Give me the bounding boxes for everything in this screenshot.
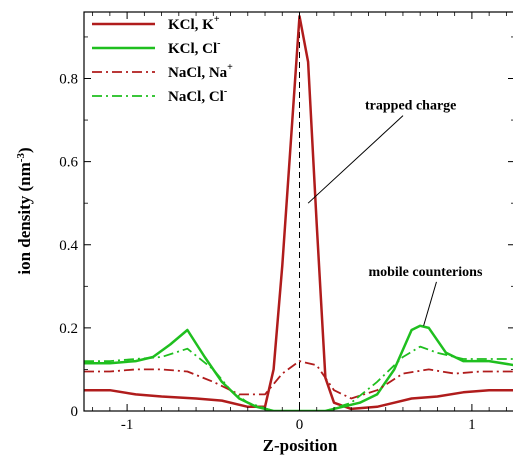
legend-label-sup: + <box>214 14 220 25</box>
y-tick-label: 0.6 <box>59 155 78 171</box>
legend-label-name: NaCl, Na <box>168 65 228 81</box>
y-tick-label: 0 <box>71 404 79 420</box>
annotations: trapped charge mobile counterions <box>307 99 483 326</box>
y-tick-label: 0.2 <box>59 321 78 337</box>
legend-label-4: NaCl, Cl- <box>168 86 227 105</box>
legend-label-name: KCl, Cl <box>168 41 217 57</box>
plot-area <box>84 12 513 411</box>
legend-label-1: KCl, K+ <box>168 14 220 33</box>
y-axis-label-sup: -3 <box>15 153 27 163</box>
legend-label-sup: - <box>224 86 227 97</box>
legend-label-name: KCl, K <box>168 17 214 33</box>
legend-label-2: KCl, Cl- <box>168 38 221 57</box>
series-line-1 <box>84 14 513 411</box>
x-tick-label: -1 <box>121 417 134 433</box>
x-tick-label: 0 <box>296 417 304 433</box>
series-group <box>84 14 513 411</box>
legend-label-sup: - <box>217 38 220 49</box>
annotation-leader-1 <box>307 115 404 204</box>
annotation-leader-2 <box>423 281 437 326</box>
y-axis-label-close: ) <box>15 147 34 153</box>
y-tick-label: 0.8 <box>59 72 78 88</box>
y-axis-label: ion density (nm-3) <box>15 147 34 274</box>
y-tick-label: 0.4 <box>59 238 78 254</box>
x-tick-label: 1 <box>468 417 476 433</box>
series-line-2 <box>84 324 513 411</box>
series-line-3 <box>84 360 513 400</box>
legend-label-name: NaCl, Cl <box>168 89 224 105</box>
annotation-label-2: mobile counterions <box>368 265 482 280</box>
legend: KCl, K+KCl, Cl-NaCl, Na+NaCl, Cl- <box>92 14 233 105</box>
legend-label-3: NaCl, Na+ <box>168 62 233 81</box>
annotation-label-1: trapped charge <box>365 99 456 114</box>
x-axis-label: Z-position <box>263 436 338 455</box>
legend-label-sup: + <box>227 62 233 73</box>
plot-frame <box>83 11 513 412</box>
y-axis-label-main: ion density (nm <box>15 162 34 274</box>
series-line-4 <box>84 345 513 411</box>
axes: -1 0 1 0 0.2 0.4 0.6 0.8 <box>59 11 513 433</box>
